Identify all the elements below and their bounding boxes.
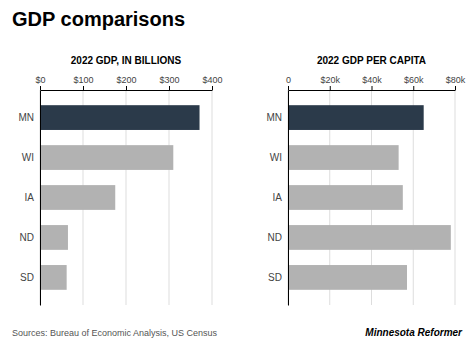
tick: MN xyxy=(18,112,34,123)
tick-label: $60k xyxy=(404,75,424,85)
bar xyxy=(40,265,67,290)
tick-label: $40k xyxy=(362,75,382,85)
annotation: Sources: Bureau of Economic Analysis, US… xyxy=(12,328,218,338)
tick-label: SD xyxy=(268,272,282,283)
grid-line xyxy=(288,90,289,305)
tick-label: $100 xyxy=(73,75,93,85)
x-axis: $0 $100 $200 $300 $400 xyxy=(35,75,222,91)
y-axis: MN WI IA ND SD xyxy=(18,91,40,306)
title: GDP comparisons xyxy=(12,8,185,30)
x-axis: 0 $20k $40k $60k $80k xyxy=(286,75,466,91)
tick-mark xyxy=(288,86,289,90)
tick: SD xyxy=(20,272,34,283)
tick-label: SD xyxy=(20,272,34,283)
tick: IA xyxy=(25,192,35,203)
tick-label: $300 xyxy=(159,75,179,85)
tick: $80k xyxy=(446,75,466,90)
y-axis: MN WI IA ND SD xyxy=(266,91,288,306)
bar xyxy=(288,145,399,170)
grid-line xyxy=(455,90,456,305)
tick-label: $400 xyxy=(202,75,222,85)
tick-label: MN xyxy=(18,112,34,123)
tick-label: $80k xyxy=(446,75,466,85)
bar xyxy=(288,105,424,130)
tick-label: WI xyxy=(22,152,34,163)
grid-line xyxy=(40,90,41,305)
tick: $60k xyxy=(404,75,424,90)
bar xyxy=(40,225,68,250)
chart-root: GDP comparisons Sources: Bureau of Econom… xyxy=(0,0,474,345)
tick: WI xyxy=(22,152,34,163)
tick: $100 xyxy=(73,75,93,90)
tick-label: $0 xyxy=(35,75,45,85)
tick-label: WI xyxy=(270,152,282,163)
tick-mark xyxy=(212,86,213,90)
subtitle: 2022 GDP, IN BILLIONS xyxy=(71,55,182,66)
tick-mark xyxy=(455,86,456,90)
grid xyxy=(40,90,212,305)
bar xyxy=(40,105,200,130)
tick-mark xyxy=(372,86,373,90)
tick: 0 xyxy=(286,75,291,90)
tick-mark xyxy=(169,86,170,90)
tick: ND xyxy=(20,232,34,243)
bars xyxy=(40,105,200,290)
tick-mark xyxy=(413,86,414,90)
axis-line xyxy=(40,91,41,306)
bar xyxy=(288,185,403,210)
tick-label: $200 xyxy=(116,75,136,85)
axis-line xyxy=(41,90,213,91)
tick-mark xyxy=(40,86,41,90)
bars xyxy=(288,105,451,290)
tick: IA xyxy=(273,192,283,203)
bar xyxy=(288,225,451,250)
tick: $40k xyxy=(362,75,382,90)
tick-label: MN xyxy=(266,112,282,123)
tick: $200 xyxy=(116,75,136,90)
tick: $300 xyxy=(159,75,179,90)
axis-line xyxy=(289,90,456,91)
bar xyxy=(40,145,173,170)
panel: 2022 GDP PER CAPITA 0 $20k $40k $60k $80k MN WI… xyxy=(266,55,465,306)
grid xyxy=(288,90,455,305)
tick-label: ND xyxy=(268,232,282,243)
tick-label: 0 xyxy=(286,75,291,85)
tick-label: IA xyxy=(25,192,35,203)
bar xyxy=(288,265,407,290)
tick: ND xyxy=(268,232,282,243)
tick-label: $20k xyxy=(320,75,340,85)
tick: $0 xyxy=(35,75,45,90)
tick: $20k xyxy=(320,75,340,90)
annotation: Minnesota Reformer xyxy=(365,327,463,338)
subtitle: 2022 GDP PER CAPITA xyxy=(317,55,426,66)
tick-label: ND xyxy=(20,232,34,243)
tick-label: IA xyxy=(273,192,283,203)
panel: 2022 GDP, IN BILLIONS $0 $100 $200 $300 $400 M… xyxy=(18,55,222,306)
tick-mark xyxy=(330,86,331,90)
axis-line xyxy=(288,91,289,306)
tick: MN xyxy=(266,112,282,123)
tick: WI xyxy=(270,152,282,163)
tick-mark xyxy=(83,86,84,90)
tick: $400 xyxy=(202,75,222,90)
bar xyxy=(40,185,115,210)
grid-line xyxy=(212,90,213,305)
tick: SD xyxy=(268,272,282,283)
tick-mark xyxy=(126,86,127,90)
